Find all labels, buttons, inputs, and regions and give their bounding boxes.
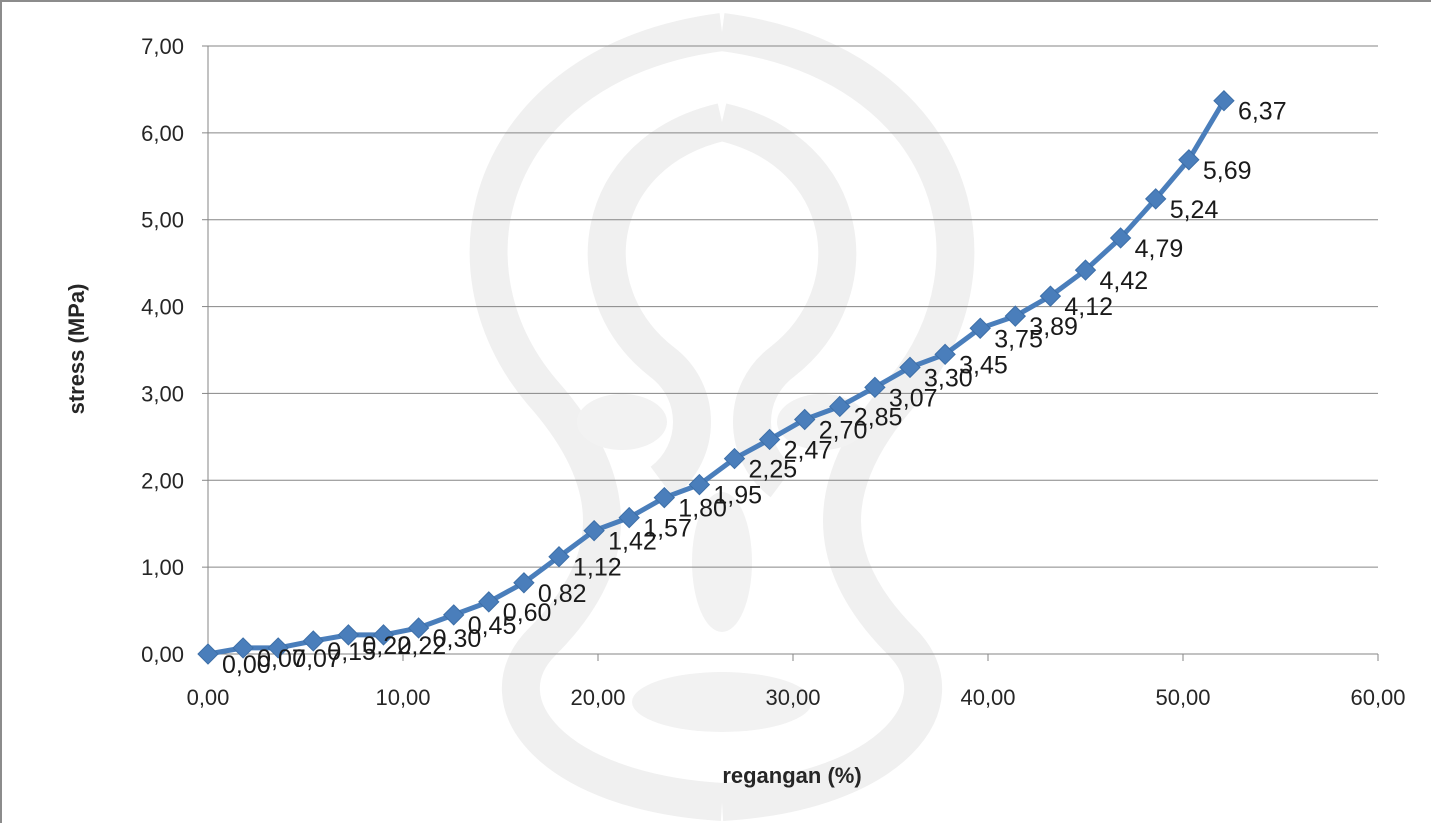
data-point-marker <box>618 506 640 529</box>
data-point-marker <box>723 447 746 470</box>
data-point-marker <box>442 604 465 626</box>
data-label: 0,82 <box>538 580 587 608</box>
x-tick-label: 40,00 <box>960 685 1015 710</box>
data-label: 2,85 <box>854 403 903 431</box>
data-point-marker <box>793 408 816 431</box>
data-point-marker <box>1109 227 1132 249</box>
x-tick-label: 30,00 <box>765 685 820 710</box>
series-line <box>207 99 1227 657</box>
tick-labels: 0,00 1,00 2,00 3,00 4,00 5,00 6,00 7,00 0,00 10,0… <box>141 34 1405 710</box>
data-point-marker <box>1004 305 1027 327</box>
data-label: 6,37 <box>1238 98 1287 126</box>
data-point-marker <box>337 624 360 646</box>
gridlines <box>208 45 1378 568</box>
data-point-marker <box>548 546 570 568</box>
y-tick-label: 4,00 <box>141 295 184 320</box>
data-label: 0,07 <box>292 645 341 673</box>
axes <box>202 45 1379 661</box>
data-label: 1,12 <box>573 554 622 582</box>
data-point-marker <box>829 395 851 418</box>
data-label: 5,24 <box>1170 196 1219 224</box>
data-point-marker <box>864 376 886 399</box>
data-point-marker <box>1039 285 1062 307</box>
data-point-marker <box>267 637 289 659</box>
x-tick-label: 10,00 <box>375 685 430 710</box>
y-axis-title: stress (MPa) <box>64 284 89 415</box>
data-point-marker <box>302 630 325 652</box>
data-point-marker <box>758 428 781 451</box>
data-label: 4,12 <box>1064 293 1113 321</box>
data-label: 0,15 <box>327 638 376 666</box>
y-tick-label: 2,00 <box>141 468 184 493</box>
data-label: 1,95 <box>713 482 762 510</box>
data-label: 0,60 <box>503 599 552 627</box>
data-point-marker <box>513 572 535 594</box>
data-label: 3,75 <box>994 325 1043 353</box>
y-tick-label: 7,00 <box>141 34 184 59</box>
y-tick-label: 3,00 <box>141 381 184 406</box>
data-label: 3,45 <box>959 351 1008 379</box>
data-label: 2,47 <box>784 436 833 464</box>
y-tick-label: 5,00 <box>141 208 184 233</box>
data-point-marker <box>1144 188 1167 210</box>
data-label: 0,45 <box>468 612 517 640</box>
x-axis-title: regangan (%) <box>722 763 861 788</box>
watermark-emblem <box>469 13 975 821</box>
data-label: 2,25 <box>749 456 798 484</box>
data-label: 5,69 <box>1203 157 1252 185</box>
data-label: 3,89 <box>1029 313 1078 341</box>
data-point-marker <box>653 486 676 509</box>
data-label: 3,30 <box>924 364 973 392</box>
data-label: 4,42 <box>1100 267 1149 295</box>
data-point-marker <box>1074 259 1097 281</box>
data-label: 0,30 <box>433 625 482 653</box>
data-labels: 0,000,070,070,150,220,220,300,450,600,82… <box>222 98 1287 679</box>
data-point-marker <box>688 473 711 496</box>
data-label: 4,79 <box>1135 235 1184 263</box>
data-point-marker <box>372 624 395 646</box>
data-label: 3,07 <box>889 384 938 412</box>
data-label: 0,07 <box>257 645 306 673</box>
data-label: 0,22 <box>398 632 447 660</box>
x-tick-label: 0,00 <box>187 685 230 710</box>
data-point-marker <box>232 637 254 659</box>
data-label: 2,70 <box>819 416 868 444</box>
data-point-marker <box>478 591 500 613</box>
data-point-marker <box>583 519 605 542</box>
data-label: 1,80 <box>678 495 727 523</box>
data-label: 1,57 <box>643 515 692 543</box>
y-tick-label: 1,00 <box>141 555 184 580</box>
y-tick-label: 6,00 <box>141 121 184 146</box>
data-point-marker <box>899 356 921 379</box>
y-tick-label: 0,00 <box>141 642 184 667</box>
data-point-marker <box>934 343 956 366</box>
x-tick-label: 20,00 <box>570 685 625 710</box>
data-point-marker <box>407 617 430 639</box>
data-label: 1,42 <box>608 528 657 556</box>
data-label: 0,00 <box>222 651 271 679</box>
data-point-marker <box>969 317 991 339</box>
data-point-marker <box>1213 90 1235 112</box>
x-tick-label: 50,00 <box>1155 685 1210 710</box>
data-series <box>197 90 1235 665</box>
x-tick-label: 60,00 <box>1350 685 1405 710</box>
data-point-marker <box>1178 149 1200 171</box>
data-point-marker <box>197 643 219 665</box>
data-label: 0,22 <box>362 632 411 660</box>
